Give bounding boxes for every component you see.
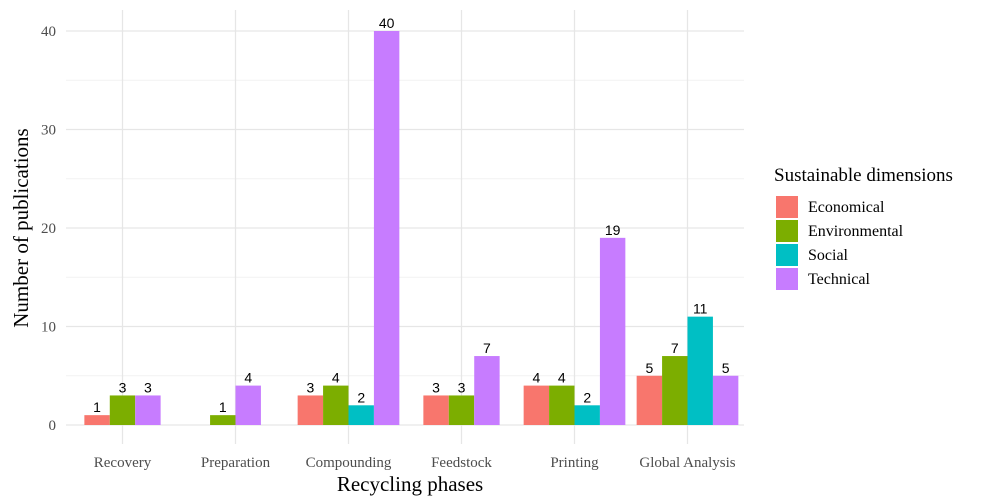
legend-key-economical bbox=[776, 196, 798, 218]
bar-technical-global-analysis bbox=[712, 375, 739, 425]
bar-environmental-global-analysis bbox=[662, 356, 688, 425]
legend: Sustainable dimensions Economical Environ… bbox=[774, 165, 953, 290]
bar-environmental-printing bbox=[549, 385, 575, 425]
x-tick-label: Printing bbox=[550, 455, 599, 471]
y-tick-label: 10 bbox=[41, 320, 56, 336]
y-tick-label: 0 bbox=[49, 418, 57, 434]
bar-technical-printing bbox=[599, 237, 626, 425]
bar-economical-recovery bbox=[84, 415, 110, 425]
data-label: 7 bbox=[483, 340, 491, 356]
x-tick-label: Global Analysis bbox=[639, 455, 735, 471]
x-tick-label: Feedstock bbox=[431, 455, 492, 471]
bar-technical-feedstock bbox=[474, 356, 500, 425]
legend-key-environmental bbox=[776, 220, 798, 242]
y-tick-label: 20 bbox=[41, 221, 56, 237]
data-label: 7 bbox=[671, 340, 679, 356]
y-axis-title: Number of publications bbox=[9, 128, 33, 327]
data-label: 4 bbox=[532, 370, 540, 386]
bar-economical-feedstock bbox=[423, 395, 449, 425]
legend-label: Economical bbox=[808, 199, 885, 216]
data-label: 3 bbox=[432, 379, 440, 395]
data-labels: 1 3 3 1 4 3 4 2 40 3 3 7 4 4 2 19 5 7 11 5 bbox=[93, 15, 730, 415]
x-tick-label: Preparation bbox=[201, 455, 271, 471]
x-axis-ticks: Recovery Preparation Compounding Feedstock P… bbox=[94, 455, 736, 471]
bar-social-printing bbox=[574, 405, 600, 425]
bar-technical-recovery bbox=[135, 395, 161, 425]
bar-economical-global-analysis bbox=[636, 375, 663, 425]
data-label: 1 bbox=[219, 399, 227, 415]
data-label: 40 bbox=[379, 15, 395, 31]
legend-title: Sustainable dimensions bbox=[774, 165, 953, 186]
data-label: 3 bbox=[119, 379, 127, 395]
bar-social-global-analysis bbox=[687, 316, 713, 425]
x-tick-label: Recovery bbox=[94, 455, 152, 471]
data-label: 2 bbox=[357, 389, 365, 405]
bar-environmental-preparation bbox=[210, 415, 236, 425]
data-label: 5 bbox=[645, 360, 653, 376]
data-label: 3 bbox=[458, 379, 466, 395]
y-axis-ticks: 0 10 20 30 40 bbox=[41, 24, 56, 434]
bar-environmental-recovery bbox=[109, 395, 136, 425]
bars bbox=[84, 31, 739, 425]
y-tick-label: 30 bbox=[41, 123, 56, 139]
bar-environmental-compounding bbox=[323, 385, 349, 425]
data-label: 19 bbox=[605, 222, 621, 238]
data-label: 1 bbox=[93, 399, 101, 415]
legend-label: Technical bbox=[808, 271, 871, 288]
data-label: 3 bbox=[144, 379, 152, 395]
legend-key-technical bbox=[776, 268, 798, 290]
data-label: 11 bbox=[693, 301, 708, 317]
y-tick-label: 40 bbox=[41, 24, 56, 40]
bar-environmental-feedstock bbox=[448, 395, 475, 425]
data-label: 5 bbox=[722, 360, 730, 376]
legend-label: Environmental bbox=[808, 223, 904, 240]
data-label: 2 bbox=[583, 389, 591, 405]
bar-technical-preparation bbox=[235, 385, 261, 425]
data-label: 4 bbox=[244, 370, 252, 386]
grid-lines bbox=[66, 10, 744, 444]
bar-economical-printing bbox=[523, 385, 550, 425]
x-axis-title: Recycling phases bbox=[337, 472, 483, 496]
legend-label: Social bbox=[808, 247, 849, 264]
data-label: 4 bbox=[332, 370, 340, 386]
data-label: 3 bbox=[306, 379, 314, 395]
x-tick-label: Compounding bbox=[306, 455, 392, 471]
bar-social-compounding bbox=[348, 405, 374, 425]
data-label: 4 bbox=[558, 370, 566, 386]
bar-technical-compounding bbox=[373, 31, 400, 425]
bar-economical-compounding bbox=[297, 395, 324, 425]
legend-key-social bbox=[776, 244, 798, 266]
